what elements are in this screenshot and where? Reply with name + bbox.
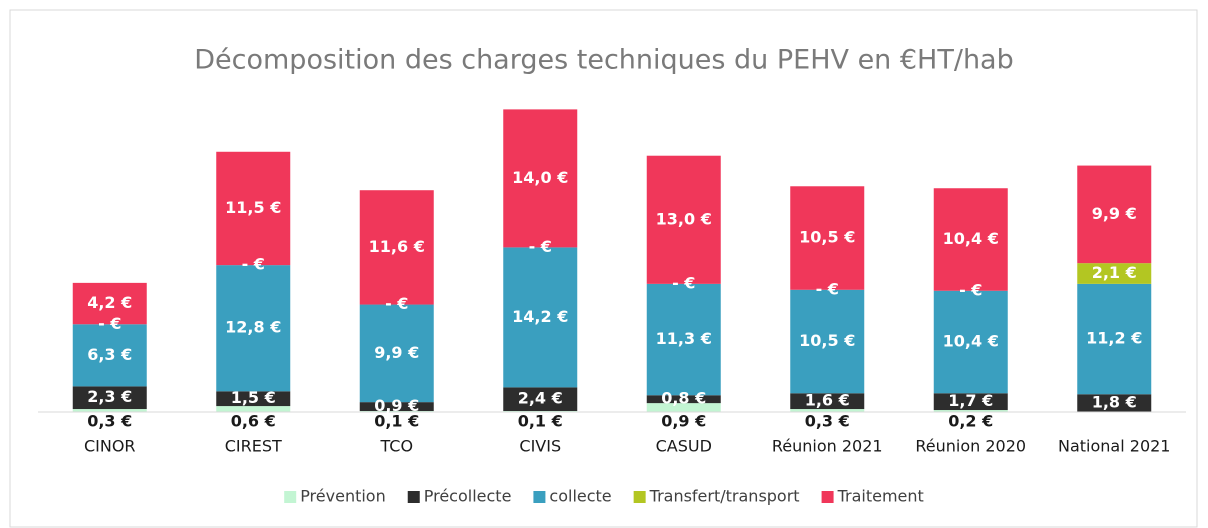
value-label: 0,8 € (661, 389, 706, 408)
value-label: - € (242, 255, 265, 274)
chart-title: Décomposition des charges techniques du … (194, 45, 1014, 76)
bar-segment (646, 283, 721, 396)
bar-segment (216, 151, 291, 266)
value-label: 14,2 € (512, 307, 568, 326)
x-tick-label: TCO (379, 437, 413, 456)
value-label: 0,3 € (87, 412, 132, 431)
legend-label: Transfert/transport (649, 487, 800, 506)
bar-segment (72, 386, 147, 410)
legend-swatch (821, 491, 834, 503)
bar-segment (503, 247, 578, 388)
value-label: 13,0 € (656, 209, 712, 228)
bar-segment (1077, 165, 1152, 264)
value-label: - € (98, 314, 121, 333)
bar-segment (646, 155, 721, 284)
value-label: 10,5 € (799, 331, 855, 350)
x-tick-label: Réunion 2021 (772, 437, 883, 456)
bar-segment (72, 324, 147, 387)
bar-segment (359, 190, 434, 305)
value-label: - € (816, 279, 839, 298)
bar-segment (933, 410, 1008, 412)
x-tick-label: CINOR (84, 437, 136, 456)
bar-segment (933, 393, 1008, 411)
value-label: 2,4 € (518, 389, 563, 408)
value-label: 11,2 € (1086, 329, 1142, 348)
value-label: 0,9 € (374, 396, 419, 415)
bar-segment (790, 186, 865, 290)
value-label: 0,9 € (661, 412, 706, 431)
bar-segment (1077, 394, 1152, 412)
value-label: 0,6 € (231, 412, 276, 431)
value-label: - € (529, 237, 552, 256)
value-label: 0,1 € (518, 412, 563, 431)
bar-segment (503, 109, 578, 248)
legend-label: Précollecte (424, 487, 512, 506)
legend-label: collecte (549, 487, 611, 506)
bar-segment (933, 290, 1008, 394)
legend-swatch (633, 491, 646, 503)
value-label: - € (672, 273, 695, 292)
bar-segment (933, 188, 1008, 291)
bar-segment (790, 289, 865, 394)
value-label: 14,0 € (512, 168, 568, 187)
value-label: 0,2 € (948, 412, 993, 431)
value-label: 12,8 € (225, 318, 281, 337)
value-label: 0,3 € (805, 412, 850, 431)
bar-segment (646, 403, 721, 412)
value-label: 1,5 € (231, 388, 276, 407)
value-label: 1,8 € (1092, 393, 1137, 412)
value-label: 11,6 € (369, 237, 425, 256)
value-label: 10,5 € (799, 228, 855, 247)
value-label: - € (385, 294, 408, 313)
value-label: 2,1 € (1092, 263, 1137, 282)
x-tick-label: Réunion 2020 (915, 437, 1026, 456)
bar-segment (1077, 283, 1152, 395)
value-label: 9,9 € (1092, 204, 1137, 223)
bar-segment (72, 409, 147, 412)
x-tick-label: CASUD (656, 437, 712, 456)
x-tick-label: CIREST (225, 437, 282, 456)
bar-segment (1077, 263, 1152, 284)
bar-segment (216, 265, 291, 392)
bar-segment (359, 304, 434, 403)
legend-swatch (407, 491, 420, 503)
value-label: 1,7 € (948, 391, 993, 410)
bar-segment (72, 282, 147, 325)
value-label: 10,4 € (943, 332, 999, 351)
value-label: 11,5 € (225, 198, 281, 217)
legend-swatch (533, 491, 546, 503)
value-label: 1,6 € (805, 391, 850, 410)
legend-label: Prévention (300, 487, 386, 506)
bar-segment (646, 395, 721, 404)
bar-segment (790, 393, 865, 410)
bar-segment (790, 409, 865, 412)
value-label: 4,2 € (87, 293, 132, 312)
legend-label: Traitement (837, 487, 924, 506)
x-tick-label: National 2021 (1058, 437, 1170, 456)
bar-segment (359, 402, 434, 412)
value-label: 10,4 € (943, 229, 999, 248)
value-label: 11,3 € (656, 329, 712, 348)
x-tick-label: CIVIS (519, 437, 561, 456)
value-label: 6,3 € (87, 345, 132, 364)
bar-segment (216, 391, 291, 407)
value-label: 9,9 € (374, 343, 419, 362)
value-label: 0,1 € (374, 412, 419, 431)
bar-segment (216, 406, 291, 412)
value-label: 2,3 € (87, 387, 132, 406)
bar-segment (503, 387, 578, 412)
legend-swatch (284, 491, 297, 503)
value-label: - € (959, 280, 982, 299)
